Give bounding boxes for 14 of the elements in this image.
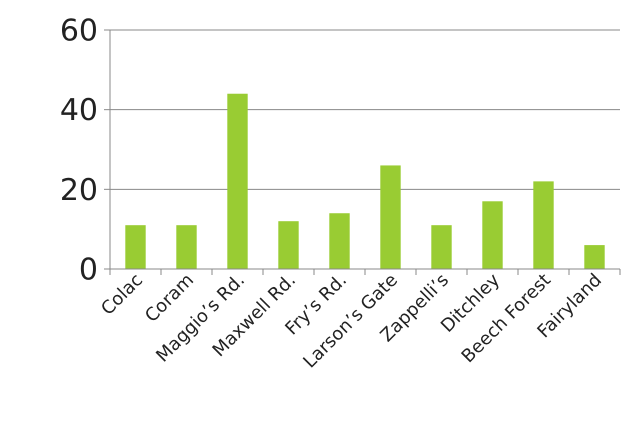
y-tick-label: 40	[60, 93, 98, 128]
bar	[584, 245, 605, 269]
y-tick-label: 0	[78, 252, 98, 288]
bar	[176, 225, 197, 269]
bar	[329, 213, 350, 269]
bar	[431, 225, 452, 269]
bar	[482, 201, 503, 269]
bar	[125, 225, 146, 269]
bar	[278, 221, 299, 269]
bar	[380, 165, 401, 269]
bar	[227, 94, 248, 269]
bar	[533, 181, 554, 269]
y-tick-label: 60	[60, 14, 98, 48]
y-tick-label: 20	[60, 172, 98, 208]
